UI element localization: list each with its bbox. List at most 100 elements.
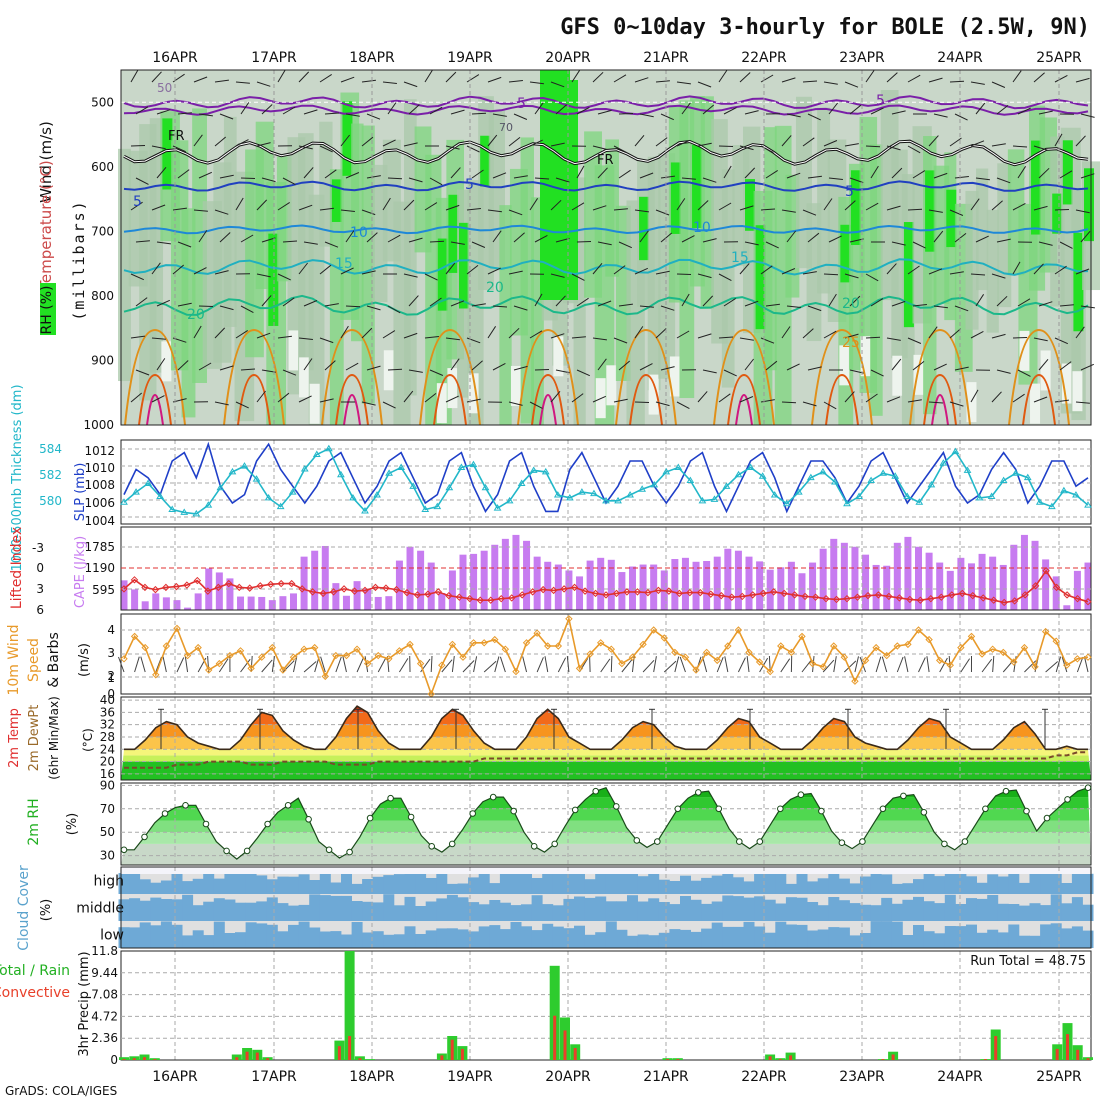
wind-barb <box>744 300 759 307</box>
rh-shade-streak <box>351 123 364 342</box>
contour-label-minus5-a: 5 <box>517 96 526 112</box>
cloud-fraction-bar <box>499 870 511 894</box>
temp-tick-label: 36 <box>100 705 115 719</box>
cape-bar <box>1084 562 1092 610</box>
wind-barb <box>870 107 884 115</box>
temp-tick-label: 28 <box>100 730 115 744</box>
cloud-fraction-bar <box>807 902 819 921</box>
wind-barb <box>324 303 339 307</box>
cape-bar <box>459 554 467 610</box>
wind-barb <box>324 360 336 371</box>
cloud-fraction-bar <box>976 932 988 948</box>
contour-25c-loop <box>517 328 579 426</box>
cloud-fraction-bar <box>785 897 797 921</box>
wind-barb <box>219 174 234 179</box>
surface-wind-barb <box>653 656 657 673</box>
rh-dry-streak <box>1019 330 1030 371</box>
cloud-fraction-bar <box>680 896 691 921</box>
wind-speed-series-marker <box>967 632 976 641</box>
wind-speed-series-marker <box>702 648 711 657</box>
wind-barb <box>844 81 859 88</box>
wind-barb <box>697 142 712 147</box>
rh-bright-streak <box>639 196 650 261</box>
wind-barb <box>802 401 817 407</box>
wind-barb <box>912 170 926 179</box>
wind-barb <box>723 107 737 115</box>
wind-barb <box>361 270 376 275</box>
cloud-fraction-bar <box>288 905 299 921</box>
rh2m-marker <box>305 816 312 823</box>
cape-bar <box>734 550 742 610</box>
cape-bar <box>787 561 795 610</box>
wind-barb <box>429 106 443 115</box>
contour-25c-loop <box>615 328 677 426</box>
cloud-fraction-bar <box>224 873 236 894</box>
wind-barb <box>298 337 313 340</box>
rh-dry-streak <box>510 365 521 406</box>
wind-barb <box>870 298 884 307</box>
cloud-fraction-bar <box>690 931 702 948</box>
precip-convective-bar <box>255 1052 259 1060</box>
cape-bar <box>131 589 139 610</box>
cloud-fraction-bar <box>266 879 278 894</box>
wind-barb <box>1075 401 1090 404</box>
wind-barb <box>340 209 355 212</box>
rh2m-marker <box>161 810 169 817</box>
wind-barb <box>807 366 822 371</box>
cloud-fraction-bar <box>129 868 141 894</box>
wind-barb <box>823 81 838 85</box>
wind-barb <box>261 237 276 243</box>
wind-barb <box>130 69 139 83</box>
cape-tick-label: 595 <box>92 583 115 597</box>
rh-bright-streak <box>840 224 851 283</box>
wind-barb <box>613 265 626 275</box>
cloud-fraction-bar <box>489 925 501 948</box>
lifted-index-cape-panel: -3 0 3 6 1785 1190 595 <box>32 526 1092 617</box>
wind-barb <box>744 358 754 371</box>
surface-wind-barb <box>780 658 791 673</box>
wind-barb <box>1038 358 1049 371</box>
wind-barb <box>193 325 202 339</box>
cape-bar <box>597 557 605 610</box>
wind-barb <box>261 104 273 115</box>
label-upper-temp: Temperature (°C) <box>37 160 55 290</box>
surface-wind-barb <box>960 658 971 673</box>
rh-dry-streak <box>1040 350 1051 391</box>
surface-wind-barb <box>589 655 591 673</box>
wind-barb <box>933 363 947 371</box>
cloud-fraction-bar <box>775 921 787 948</box>
wind-barb <box>366 365 381 371</box>
wind-barb <box>597 300 612 307</box>
surface-wind-barb <box>674 656 680 673</box>
wind-barb <box>697 81 712 88</box>
wind-barb <box>429 240 445 243</box>
li-series-marker <box>769 588 778 596</box>
wind-barb <box>597 358 607 371</box>
rh2m-marker <box>920 809 928 816</box>
rh-dry-streak <box>669 356 680 397</box>
wind-barb <box>681 235 695 243</box>
cloud-fraction-bar <box>605 901 617 921</box>
wind-barb <box>340 325 349 339</box>
wind-barb <box>193 134 203 147</box>
cloud-fraction-bar <box>732 926 744 948</box>
li-series-marker <box>623 588 631 596</box>
wind-barb <box>823 330 837 339</box>
precip-convective-bar <box>573 1048 577 1060</box>
wind-barb <box>345 362 359 371</box>
thickness-series-marker <box>240 462 249 469</box>
thickness-series-marker <box>144 479 152 486</box>
surface-wind-barb <box>1055 656 1062 673</box>
cloud-fraction-bar <box>341 895 352 921</box>
wind-barb <box>844 333 859 339</box>
wind-barb <box>303 300 318 307</box>
li-series-marker <box>654 586 663 595</box>
pressure-tick-label: 700 <box>91 224 114 238</box>
wind-barb <box>177 169 190 179</box>
precip-convective-bar <box>553 1015 557 1060</box>
surface-wind-barb <box>716 657 724 673</box>
wind-speed-series-marker <box>596 639 605 647</box>
cloud-fraction-bar <box>828 927 840 948</box>
wind-barb <box>865 145 881 148</box>
wind-barb <box>214 401 229 406</box>
